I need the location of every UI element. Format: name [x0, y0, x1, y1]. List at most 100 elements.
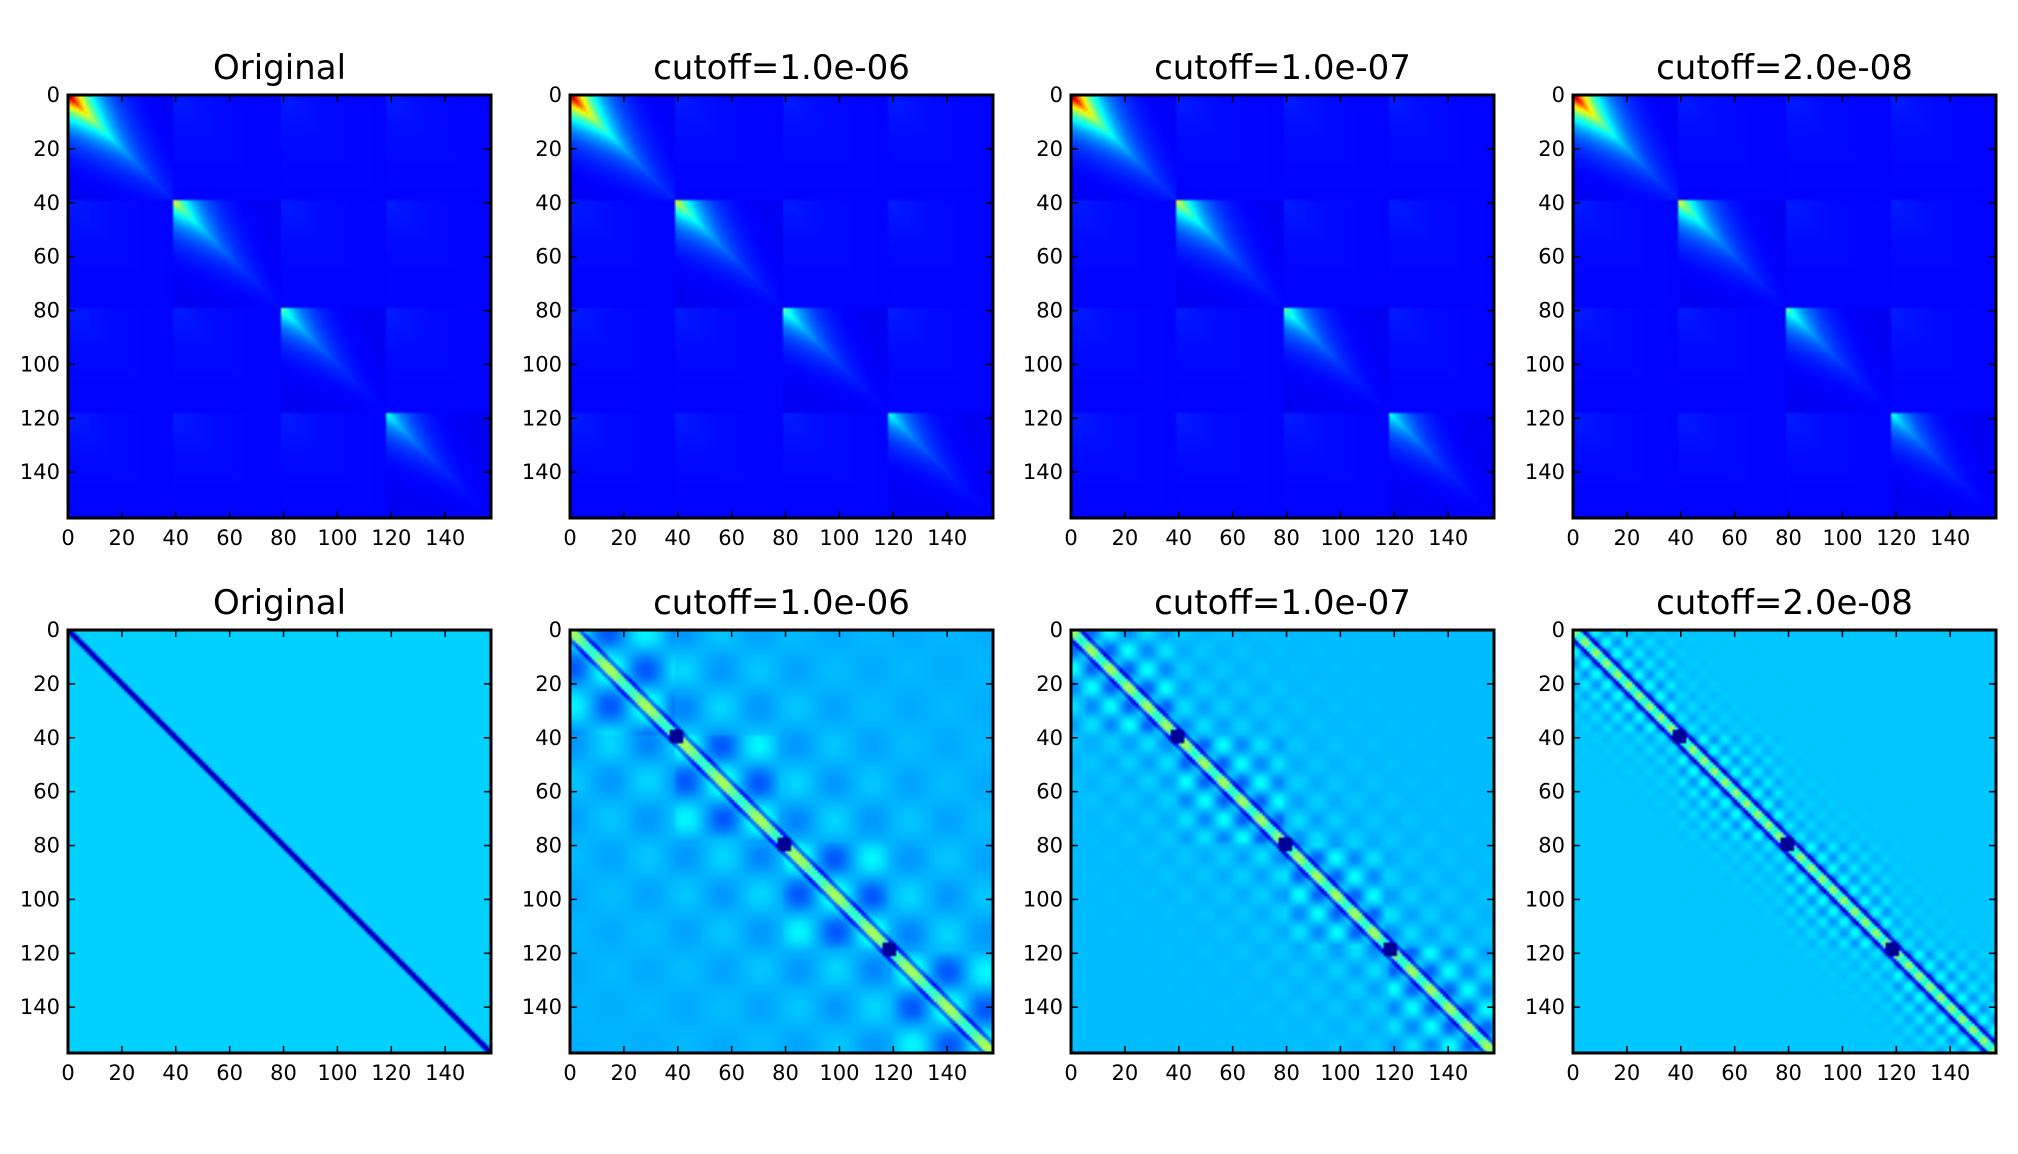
- y-tick-label: 100: [1023, 887, 1063, 911]
- axes-frame: [1571, 93, 1998, 520]
- y-tick-label: 0: [549, 83, 562, 107]
- y-tick-label: 100: [1525, 887, 1565, 911]
- y-tick-label: 60: [1036, 245, 1063, 269]
- x-tick-label: 80: [772, 526, 799, 550]
- x-tick-label: 140: [425, 1061, 465, 1085]
- x-tick-label: 100: [819, 526, 859, 550]
- x-tick-label: 0: [1566, 526, 1579, 550]
- panel-title: cutoff=2.0e-08: [1656, 48, 1913, 88]
- x-tick-label: 140: [1428, 526, 1468, 550]
- y-tick-label: 80: [33, 299, 60, 323]
- y-tick-label: 100: [20, 352, 60, 376]
- x-tick-label: 20: [611, 526, 638, 550]
- y-tick-label: 80: [1538, 834, 1565, 858]
- y-tick-label: 120: [1525, 941, 1565, 965]
- y-tick-label: 80: [535, 834, 562, 858]
- x-tick-label: 140: [927, 1061, 967, 1085]
- y-tick-label: 120: [20, 406, 60, 430]
- panel-title: Original: [213, 48, 346, 88]
- x-tick-label: 100: [1822, 1061, 1862, 1085]
- y-tick-label: 0: [1050, 618, 1063, 642]
- x-tick-label: 60: [216, 526, 243, 550]
- y-tick-label: 0: [1552, 618, 1565, 642]
- y-tick-label: 60: [33, 245, 60, 269]
- axes-frame: [1069, 93, 1496, 520]
- axes-frame: [1571, 628, 1998, 1055]
- heatmap-image: [68, 95, 491, 518]
- axes-frame: [1069, 628, 1496, 1055]
- heatmap-image: [1573, 630, 1996, 1053]
- panel-title: cutoff=1.0e-06: [653, 583, 910, 623]
- y-tick-label: 40: [33, 191, 60, 215]
- panel-title: Original: [213, 583, 346, 623]
- y-tick-label: 20: [1036, 672, 1063, 696]
- y-tick-label: 0: [1552, 83, 1565, 107]
- panel-title: cutoff=1.0e-07: [1154, 583, 1411, 623]
- x-tick-label: 120: [873, 1061, 913, 1085]
- x-tick-label: 140: [425, 526, 465, 550]
- heatmap-panel-8: cutoff=2.0e-08 0 20 40 60 80 100 120 140 0 20 40 60 8…: [1525, 583, 1998, 1085]
- y-tick-label: 0: [47, 83, 60, 107]
- y-tick-label: 140: [522, 995, 562, 1019]
- y-tick-label: 20: [535, 672, 562, 696]
- panel-title: cutoff=2.0e-08: [1656, 583, 1913, 623]
- y-tick-label: 120: [522, 941, 562, 965]
- y-tick-label: 80: [1036, 299, 1063, 323]
- y-tick-label: 40: [535, 191, 562, 215]
- y-tick-label: 40: [33, 726, 60, 750]
- y-tick-label: 60: [535, 245, 562, 269]
- x-tick-label: 120: [371, 1061, 411, 1085]
- y-tick-label: 140: [1023, 995, 1063, 1019]
- y-tick-label: 60: [1036, 780, 1063, 804]
- heatmap-image: [1071, 95, 1494, 518]
- x-tick-label: 20: [1614, 526, 1641, 550]
- y-tick-label: 20: [33, 137, 60, 161]
- y-tick-label: 20: [1538, 672, 1565, 696]
- y-tick-label: 120: [1525, 406, 1565, 430]
- y-tick-label: 40: [1538, 191, 1565, 215]
- y-tick-label: 60: [535, 780, 562, 804]
- y-tick-label: 20: [535, 137, 562, 161]
- x-tick-label: 0: [1566, 1061, 1579, 1085]
- x-tick-label: 120: [1374, 526, 1414, 550]
- heatmap-panel-1: Original 0 20 40 60 80 100 120 140 0 20 40 60 80 100 12…: [20, 48, 493, 550]
- heatmap-panel-4: cutoff=2.0e-08 0 20 40 60 80 100 120 140 0 20 40 60 8…: [1525, 48, 1998, 550]
- y-tick-label: 20: [1538, 137, 1565, 161]
- x-tick-label: 20: [109, 1061, 136, 1085]
- x-tick-label: 0: [563, 526, 576, 550]
- x-tick-label: 0: [1064, 526, 1077, 550]
- x-tick-label: 120: [1876, 526, 1916, 550]
- y-tick-label: 0: [47, 618, 60, 642]
- heatmap-panel-3: cutoff=1.0e-07 0 20 40 60 80 100 120 140 0 20 40 60 8…: [1023, 48, 1496, 550]
- y-tick-label: 80: [1538, 299, 1565, 323]
- x-tick-label: 60: [718, 526, 745, 550]
- x-tick-label: 60: [1219, 1061, 1246, 1085]
- heatmap-panel-7: cutoff=1.0e-07 0 20 40 60 80 100 120 140 0 20 40 60 8…: [1023, 583, 1496, 1085]
- x-tick-label: 100: [1822, 526, 1862, 550]
- x-tick-label: 40: [162, 526, 189, 550]
- x-tick-label: 140: [1930, 1061, 1970, 1085]
- y-tick-label: 0: [1050, 83, 1063, 107]
- x-tick-label: 60: [1721, 1061, 1748, 1085]
- y-tick-label: 0: [549, 618, 562, 642]
- x-tick-label: 60: [216, 1061, 243, 1085]
- x-tick-label: 20: [1614, 1061, 1641, 1085]
- heatmap-image: [68, 630, 491, 1053]
- x-tick-label: 20: [611, 1061, 638, 1085]
- x-tick-label: 140: [1428, 1061, 1468, 1085]
- y-tick-label: 120: [1023, 941, 1063, 965]
- y-tick-label: 80: [1036, 834, 1063, 858]
- x-tick-label: 120: [873, 526, 913, 550]
- y-tick-label: 40: [1036, 726, 1063, 750]
- x-tick-label: 40: [162, 1061, 189, 1085]
- x-tick-label: 80: [1775, 526, 1802, 550]
- x-tick-label: 20: [1112, 1061, 1139, 1085]
- heatmap-image: [1573, 95, 1996, 518]
- x-tick-label: 140: [927, 526, 967, 550]
- panel-title: cutoff=1.0e-07: [1154, 48, 1411, 88]
- x-tick-label: 0: [1064, 1061, 1077, 1085]
- y-tick-label: 40: [1538, 726, 1565, 750]
- x-tick-label: 0: [61, 1061, 74, 1085]
- x-tick-label: 60: [718, 1061, 745, 1085]
